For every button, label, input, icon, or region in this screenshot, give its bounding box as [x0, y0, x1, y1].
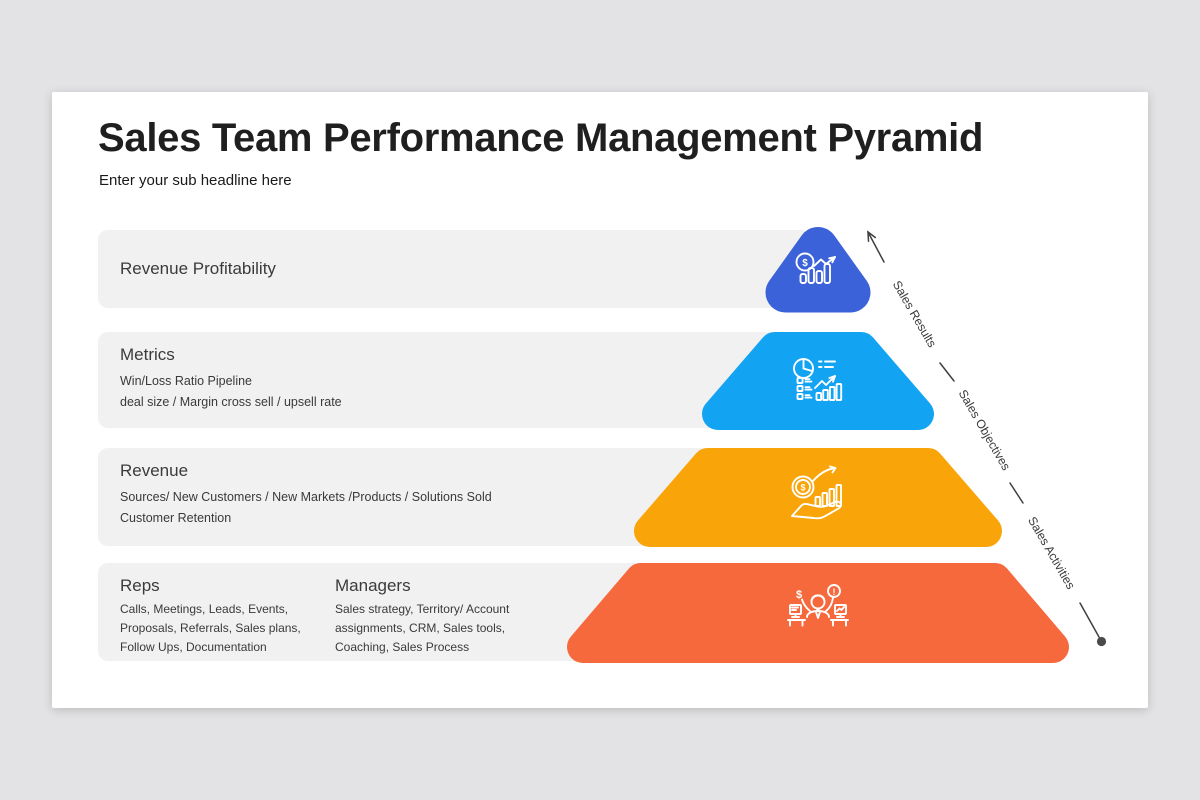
axis-label-sales-results: Sales Results — [890, 278, 939, 350]
analytics-report-icon — [793, 358, 843, 401]
level-heading: Revenue Profitability — [120, 259, 276, 278]
level-detail-line: Customer Retention — [120, 511, 232, 525]
level-detail-line: Calls, Meetings, Leads, Events, — [120, 602, 289, 616]
axis-arrowhead-icon — [867, 230, 877, 242]
level-detail-line: Follow Ups, Documentation — [120, 640, 267, 654]
axis-tail-line — [1079, 602, 1100, 638]
svg-text:$: $ — [800, 483, 805, 493]
level-detail-line: Coaching, Sales Process — [335, 640, 470, 654]
level-row-revenue-profitability: Revenue Profitability — [98, 230, 812, 308]
money-growth-chart-icon: $ — [795, 252, 836, 284]
axis-label-sales-activities: Sales Activities — [1025, 514, 1078, 591]
level-detail-line: Win/Loss Ratio Pipeline — [120, 374, 253, 388]
level-heading: Reps — [120, 576, 160, 595]
page-subtitle: Enter your sub headline here — [99, 172, 292, 189]
level-detail-line: deal size / Margin cross sell / upsell r… — [120, 395, 342, 409]
pyramid-segment-top — [765, 227, 871, 313]
managers-column: Managers Sales strategy, Territory/ Acco… — [335, 576, 595, 657]
svg-text:!: ! — [833, 587, 836, 597]
axis-label-sales-objectives: Sales Objectives — [956, 387, 1014, 473]
axis-dash — [1009, 482, 1024, 504]
reps-column: Reps Calls, Meetings, Leads, Events, Pro… — [120, 576, 335, 657]
level-heading: Managers — [335, 576, 411, 595]
level-detail-line: Proposals, Referrals, Sales plans, — [120, 621, 301, 635]
level-detail-line: Sources/ New Customers / New Markets /Pr… — [120, 490, 492, 504]
level-heading: Metrics — [120, 345, 175, 364]
axis-arrow-icon — [867, 231, 885, 263]
pyramid-graphic: $ — [567, 227, 1107, 663]
hand-holding-money-icon: $ — [791, 465, 842, 520]
level-detail-line: Sales strategy, Territory/ Account — [335, 602, 510, 616]
sales-team-desk-icon: $ ! — [787, 584, 849, 627]
level-heading: Revenue — [120, 461, 189, 480]
pyramid-segment-base — [567, 563, 1069, 663]
svg-text:$: $ — [802, 258, 808, 269]
slide-canvas: Sales Team Performance Management Pyrami… — [52, 92, 1148, 708]
level-row-metrics: Metrics Win/Loss Ratio Pipeline deal siz… — [98, 332, 812, 428]
level-detail-line: assignments, CRM, Sales tools, — [335, 621, 506, 635]
pyramid-segment-metrics — [702, 332, 934, 430]
axis-dash — [939, 362, 955, 382]
svg-text:$: $ — [796, 589, 802, 601]
page-title: Sales Team Performance Management Pyrami… — [98, 116, 984, 160]
axis-endpoint-dot — [1096, 636, 1107, 647]
